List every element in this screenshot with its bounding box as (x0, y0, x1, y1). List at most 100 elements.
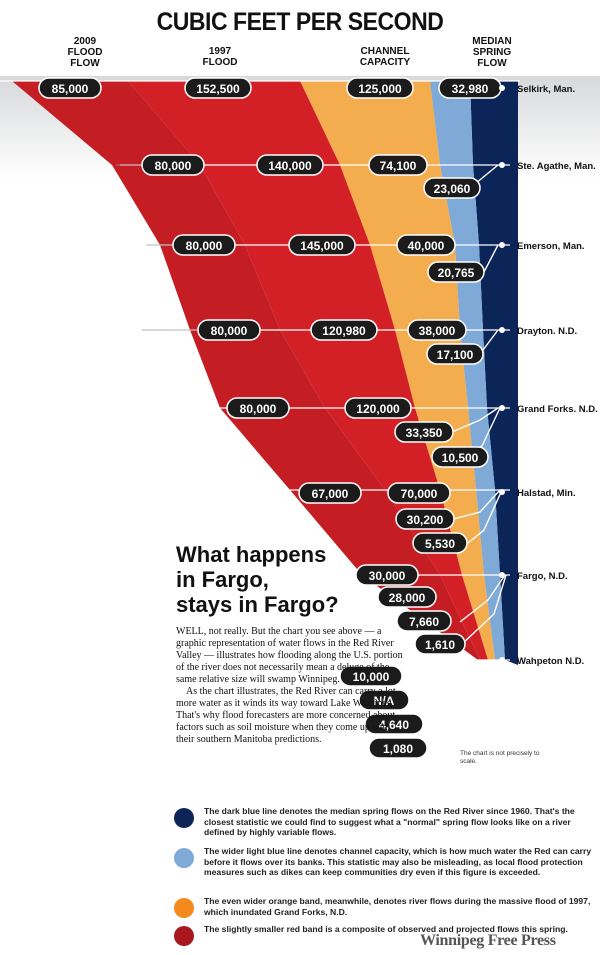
column-head-1997: 1997 FLOOD (202, 46, 238, 68)
headline-text: What happens in Fargo, stays in Fargo? (176, 542, 339, 617)
legend-text: The dark blue line denotes the median sp… (204, 806, 575, 837)
article-headline: What happens in Fargo, stays in Fargo? (176, 542, 426, 617)
value-pill (344, 397, 412, 419)
leader-line (410, 659, 501, 677)
leader-line (400, 659, 503, 701)
article-body: WELL, not really. But the chart you see … (176, 626, 406, 746)
value-pill (364, 713, 424, 735)
value-pill (38, 77, 102, 99)
median-flow-band (470, 81, 518, 665)
column-head-2009: 2009 FLOOD FLOW (67, 36, 103, 69)
location-marker (499, 327, 505, 333)
location-label: Grand Forks. N.D. (517, 404, 598, 415)
value-pill (346, 77, 414, 99)
value-label: 1,610 (425, 638, 455, 652)
leader-line (459, 574, 506, 623)
location-label: Drayton. N.D. (517, 326, 577, 337)
value-label: 20,765 (438, 266, 475, 280)
location-marker (499, 572, 505, 578)
value-label: 80,000 (240, 402, 277, 416)
value-label: 74,100 (380, 159, 417, 173)
location-label: Wahpeton N.D. (517, 656, 584, 667)
value-label: N/A (374, 694, 395, 708)
value-label: 23,060 (434, 182, 471, 196)
leader-line (451, 407, 499, 433)
flood-2009-band-outer (12, 81, 480, 660)
value-pill (310, 319, 378, 341)
legend-swatch (174, 848, 194, 868)
channel-capacity-band (430, 81, 505, 660)
value-pill (407, 319, 467, 341)
value-pill (387, 482, 451, 504)
location-label: Fargo, N.D. (517, 571, 568, 582)
leader-line (449, 489, 501, 521)
value-pill (256, 154, 324, 176)
value-pill (184, 77, 252, 99)
value-pill (339, 665, 403, 687)
value-label: 5,530 (425, 537, 455, 551)
value-label: 40,000 (408, 239, 445, 253)
legend-text: The slightly smaller red band is a compo… (204, 924, 568, 934)
flood-2009-band (128, 81, 488, 660)
scale-note: The chart is not precisely to scale. (460, 750, 540, 765)
location-label: Halstad, Min. (517, 488, 576, 499)
location-marker (499, 657, 505, 663)
leader-line (404, 659, 507, 748)
value-pill (427, 261, 485, 283)
leader-line (467, 489, 503, 544)
value-label: 85,000 (52, 82, 89, 96)
value-pill (288, 234, 356, 256)
value-label: 80,000 (186, 239, 223, 253)
value-pill (431, 446, 489, 468)
value-label: 4,640 (379, 718, 409, 732)
value-label: 120,980 (322, 324, 366, 338)
leader-line (461, 574, 507, 645)
location-marker (499, 85, 505, 91)
value-pill (172, 234, 236, 256)
value-label: 152,500 (196, 82, 240, 96)
value-label: 33,350 (406, 426, 443, 440)
legend-swatch (174, 808, 194, 828)
value-pill (423, 177, 481, 199)
value-pill (396, 234, 456, 256)
location-marker (499, 162, 505, 168)
chart-title: CUBIC FEET PER SECOND (156, 8, 444, 36)
legend-swatch (174, 898, 194, 918)
value-label: 80,000 (211, 324, 248, 338)
value-pill (226, 397, 290, 419)
legend-text: The even wider orange band, meanwhile, d… (204, 896, 591, 917)
value-label: 32,980 (452, 82, 489, 96)
value-pill (394, 421, 454, 443)
value-label: 38,000 (419, 324, 456, 338)
value-label: 10,000 (353, 670, 390, 684)
leader-line (404, 659, 505, 724)
flood-1997-band (300, 81, 495, 660)
column-head-median: MEDIAN SPRING FLOW (472, 36, 512, 69)
value-pill (414, 633, 466, 655)
value-pill (396, 610, 452, 632)
value-label: 70,000 (401, 487, 438, 501)
value-label: 140,000 (268, 159, 312, 173)
value-label: 120,000 (356, 402, 400, 416)
legend-text: The wider light blue line denotes channe… (204, 846, 592, 877)
value-pill (355, 564, 419, 586)
value-pill (377, 586, 437, 608)
location-label: Selkirk, Man. (517, 84, 575, 95)
value-pill (141, 154, 205, 176)
value-label: 7,660 (409, 615, 439, 629)
location-marker (499, 405, 505, 411)
value-pill (412, 532, 468, 554)
value-label: 30,000 (369, 569, 406, 583)
value-label: 145,000 (300, 239, 344, 253)
value-label: 1,080 (383, 742, 413, 756)
value-pill (197, 319, 261, 341)
article-paragraph-2: As the chart illustrates, the Red River … (176, 686, 396, 745)
value-pill (368, 154, 428, 176)
publisher-credit: Winnipeg Free Press (420, 932, 556, 949)
location-marker (499, 242, 505, 248)
value-label: 80,000 (155, 159, 192, 173)
value-pill (298, 482, 362, 504)
value-label: 17,100 (437, 348, 474, 362)
